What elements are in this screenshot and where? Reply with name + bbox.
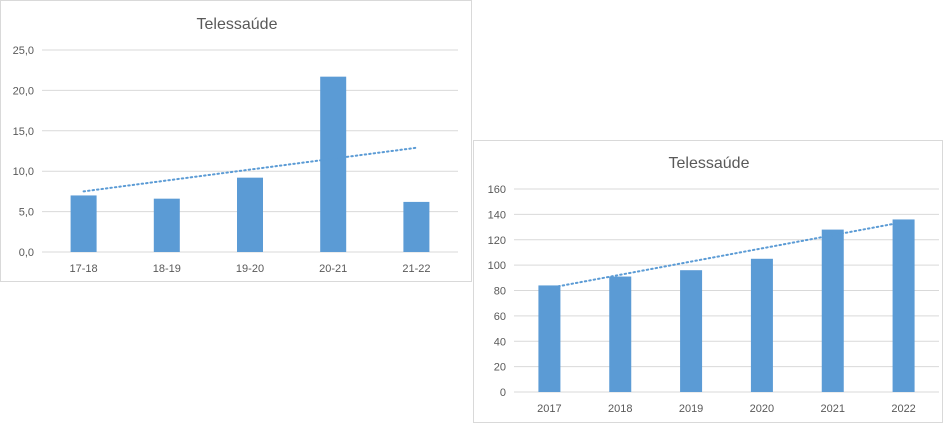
chart-1-xtick-label: 17-18: [70, 263, 98, 275]
chart-2-svg: Telessaúde 0 20 40 60 80 100 120 140 160 2017 2018…: [488, 155, 939, 415]
chart-2-ytick-label: 120: [488, 235, 506, 247]
chart-2-ytick-label: 0: [500, 387, 506, 399]
chart-2-xtick-label: 2017: [537, 403, 561, 415]
chart-1-ytick-label: 25,0: [13, 45, 34, 57]
chart-2-ytick-label: 60: [494, 311, 506, 323]
chart-2-xtick-label: 2021: [821, 403, 845, 415]
chart-1-ytick-label: 20,0: [13, 85, 34, 97]
chart-2-bar: [609, 276, 632, 392]
chart-2-ytick-label: 140: [488, 209, 506, 221]
chart-2-bar: [680, 270, 703, 392]
chart-2-ytick-label: 40: [494, 336, 506, 348]
chart-1-ytick-label: 10,0: [13, 166, 34, 178]
chart-1-bar: [153, 198, 180, 252]
chart-1-bar: [237, 177, 263, 252]
chart-2-ytick-label: 160: [488, 184, 506, 196]
chart-1-bar: [70, 195, 97, 252]
chart-2-xtick-label: 2022: [891, 403, 915, 415]
chart-2-ytick-label: 80: [494, 286, 506, 298]
chart-2-bar: [821, 229, 844, 392]
chart-1-xtick-label: 18-19: [153, 263, 181, 275]
chart-2-xtick-label: 2018: [608, 403, 632, 415]
chart-1-xtick-label: 20-21: [319, 263, 347, 275]
chart-2-bar: [892, 219, 915, 392]
chart-2-title: Telessaúde: [669, 155, 750, 172]
chart-1-bar: [320, 76, 347, 252]
chart-panel-count: Telessaúde 0 20 40 60 80 100 120 140 160 2017 2018…: [473, 140, 943, 423]
chart-2-bar: [750, 258, 773, 392]
chart-2-ytick-label: 100: [488, 260, 506, 272]
chart-1-title: Telessaúde: [197, 16, 278, 33]
chart-1-bar: [403, 201, 430, 252]
chart-1-svg: Telessaúde 0,0 5,0 10,0 15,0 20,0 25,0 17-18 18…: [13, 16, 458, 275]
chart-2-xtick-label: 2020: [750, 403, 774, 415]
chart-1-xtick-label: 21-22: [402, 263, 430, 275]
chart-1-trendline: [82, 146, 418, 193]
chart-2-bar: [538, 285, 561, 392]
chart-1-ytick-label: 0,0: [19, 247, 34, 259]
chart-1-ytick-label: 5,0: [19, 207, 34, 219]
chart-1-ytick-label: 15,0: [13, 126, 34, 138]
chart-2-trendline: [548, 220, 905, 289]
chart-2-ytick-label: 20: [494, 362, 506, 374]
chart-1-xtick-label: 19-20: [236, 263, 264, 275]
chart-2-xtick-label: 2019: [679, 403, 703, 415]
chart-panel-percent: Telessaúde 0,0 5,0 10,0 15,0 20,0 25,0 17-18 18…: [0, 0, 472, 282]
